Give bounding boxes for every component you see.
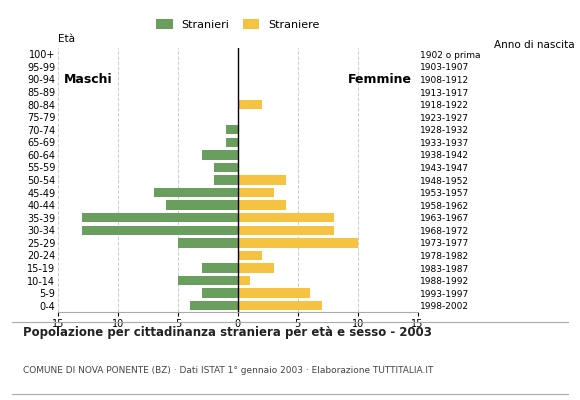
Legend: Stranieri, Straniere: Stranieri, Straniere	[154, 16, 322, 32]
Text: Popolazione per cittadinanza straniera per età e sesso - 2003: Popolazione per cittadinanza straniera p…	[23, 326, 432, 339]
Bar	[238, 251, 262, 260]
Bar	[82, 226, 238, 235]
Bar	[238, 213, 334, 222]
Text: COMUNE DI NOVA PONENTE (BZ) · Dati ISTAT 1° gennaio 2003 · Elaborazione TUTTITAL: COMUNE DI NOVA PONENTE (BZ) · Dati ISTAT…	[23, 366, 434, 375]
Text: Maschi: Maschi	[64, 73, 113, 86]
Bar	[226, 125, 238, 134]
Bar	[190, 301, 238, 310]
Bar	[166, 200, 238, 210]
Bar	[238, 188, 274, 197]
Bar	[238, 100, 262, 109]
Text: Femmine: Femmine	[347, 73, 412, 86]
Bar	[238, 276, 250, 285]
Bar	[178, 238, 238, 248]
Bar	[202, 150, 238, 160]
Bar	[238, 288, 310, 298]
Bar	[226, 138, 238, 147]
Bar	[82, 213, 238, 222]
Bar	[214, 163, 238, 172]
Bar	[238, 226, 334, 235]
Bar	[214, 175, 238, 185]
Bar	[238, 263, 274, 273]
Text: Anno di nascita: Anno di nascita	[494, 40, 574, 50]
Bar	[178, 276, 238, 285]
Bar	[238, 238, 358, 248]
Bar	[238, 200, 286, 210]
Text: Età: Età	[58, 34, 75, 44]
Bar	[238, 301, 322, 310]
Bar	[202, 263, 238, 273]
Bar	[202, 288, 238, 298]
Bar	[238, 175, 286, 185]
Bar	[154, 188, 238, 197]
